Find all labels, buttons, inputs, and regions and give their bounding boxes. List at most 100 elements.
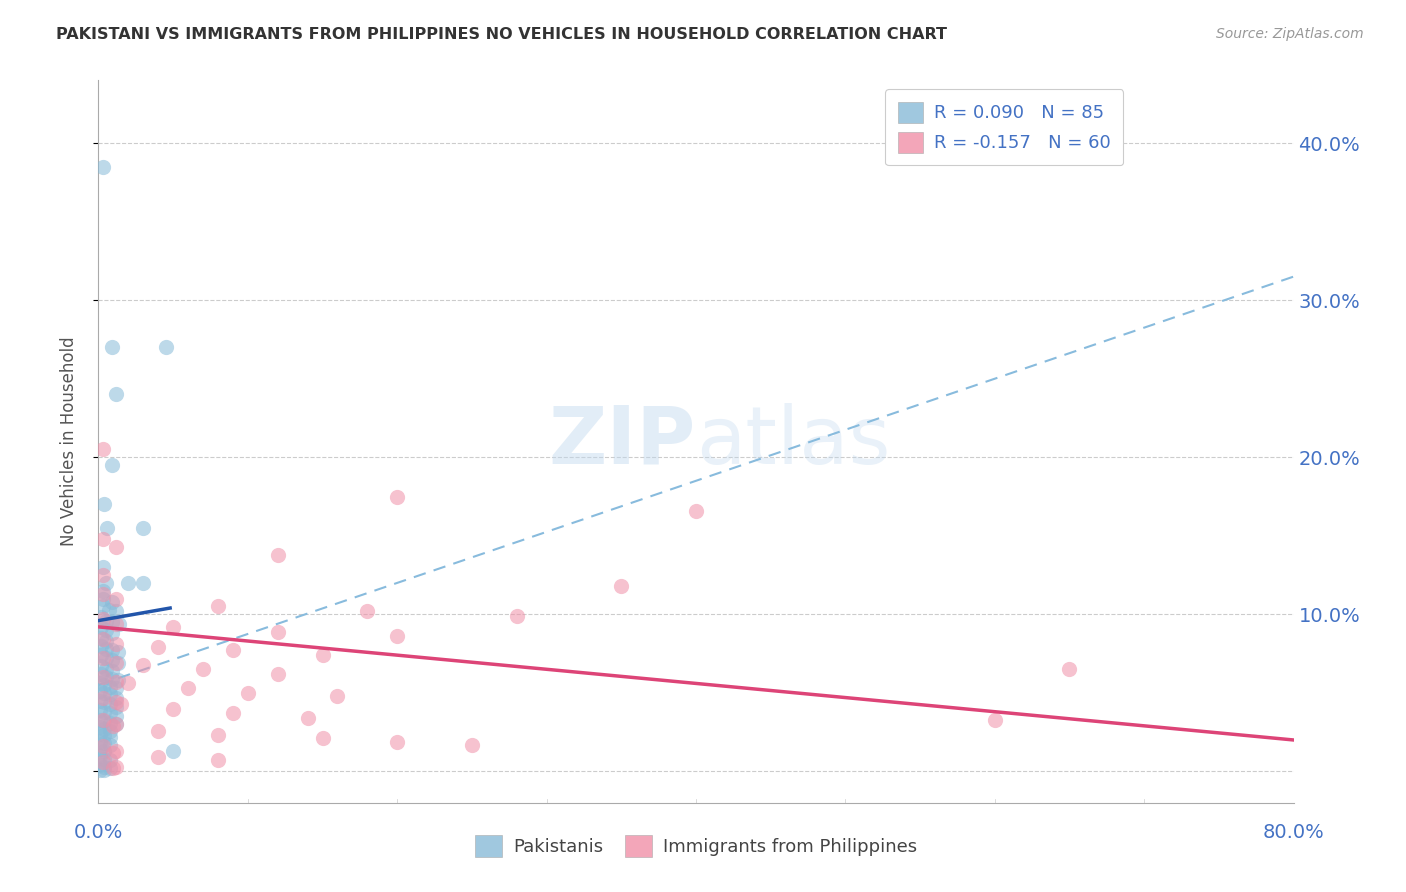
Point <box>98 723 122 738</box>
Point <box>91 587 114 601</box>
Point <box>94 670 117 684</box>
Point <box>90 620 112 634</box>
Point <box>98 680 122 694</box>
Point <box>311 731 333 746</box>
Point <box>93 744 115 758</box>
Point <box>110 697 132 711</box>
Point <box>93 728 115 742</box>
Point <box>132 521 155 535</box>
Point <box>89 676 111 690</box>
Point <box>93 722 115 736</box>
Text: Source: ZipAtlas.com: Source: ZipAtlas.com <box>1216 27 1364 41</box>
Point <box>91 442 114 457</box>
Point <box>107 656 129 670</box>
Point <box>326 689 349 703</box>
Point <box>94 651 117 665</box>
Point <box>89 703 111 717</box>
Point <box>91 160 114 174</box>
Point <box>89 720 111 734</box>
Point <box>89 758 111 772</box>
Point <box>105 591 128 606</box>
Point <box>91 713 114 727</box>
Point <box>105 695 128 709</box>
Text: PAKISTANI VS IMMIGRANTS FROM PHILIPPINES NO VEHICLES IN HOUSEHOLD CORRELATION CH: PAKISTANI VS IMMIGRANTS FROM PHILIPPINES… <box>56 27 948 42</box>
Point <box>94 634 117 648</box>
Point <box>191 662 214 676</box>
Point <box>94 614 117 628</box>
Point <box>162 620 184 634</box>
Point <box>90 659 112 673</box>
Point <box>506 608 529 623</box>
Point <box>132 657 155 672</box>
Point <box>94 623 117 637</box>
Point <box>117 676 139 690</box>
Point <box>177 681 200 695</box>
Point <box>91 651 114 665</box>
Point <box>207 599 229 614</box>
Point <box>105 681 128 695</box>
Text: 80.0%: 80.0% <box>1263 823 1324 842</box>
Point <box>103 761 125 775</box>
Point <box>91 591 114 606</box>
Point <box>101 595 124 609</box>
Point <box>385 490 409 504</box>
Point <box>98 761 122 775</box>
Point <box>93 678 115 692</box>
Point <box>91 532 114 546</box>
Point <box>117 575 139 590</box>
Point <box>89 748 111 763</box>
Point <box>90 667 112 681</box>
Point <box>105 540 128 554</box>
Point <box>91 632 114 647</box>
Point <box>105 700 128 714</box>
Point <box>94 662 117 676</box>
Point <box>267 624 290 639</box>
Point <box>105 616 128 631</box>
Point <box>93 763 115 777</box>
Point <box>101 340 124 354</box>
Point <box>93 714 115 728</box>
Point <box>207 728 229 742</box>
Point <box>90 648 112 662</box>
Point <box>93 686 115 700</box>
Point <box>90 639 112 653</box>
Point <box>90 610 112 624</box>
Point <box>685 503 707 517</box>
Point <box>89 742 111 756</box>
Point <box>98 706 122 721</box>
Point <box>103 746 125 760</box>
Point <box>1059 662 1081 676</box>
Point <box>162 701 184 715</box>
Point <box>91 690 114 705</box>
Point <box>105 744 128 758</box>
Point <box>98 738 122 752</box>
Point <box>984 713 1007 727</box>
Point <box>89 684 111 698</box>
Point <box>101 664 124 678</box>
Point <box>105 637 128 651</box>
Point <box>297 711 319 725</box>
Point <box>98 715 122 730</box>
Point <box>148 723 170 738</box>
Point <box>107 673 129 688</box>
Y-axis label: No Vehicles in Household: No Vehicles in Household <box>59 336 77 547</box>
Point <box>267 667 290 681</box>
Point <box>108 616 131 631</box>
Point <box>148 750 170 764</box>
Point <box>103 719 125 733</box>
Point <box>97 602 120 616</box>
Point <box>96 521 118 535</box>
Point <box>91 670 114 684</box>
Point <box>101 653 124 667</box>
Point <box>93 497 115 511</box>
Point <box>162 744 184 758</box>
Point <box>91 599 114 614</box>
Legend: R = 0.090   N = 85, R = -0.157   N = 60: R = 0.090 N = 85, R = -0.157 N = 60 <box>884 89 1123 165</box>
Point <box>107 645 129 659</box>
Point <box>207 753 229 767</box>
Point <box>148 640 170 655</box>
Point <box>91 568 114 582</box>
Point <box>155 340 177 354</box>
Point <box>356 604 378 618</box>
Point <box>105 690 128 705</box>
